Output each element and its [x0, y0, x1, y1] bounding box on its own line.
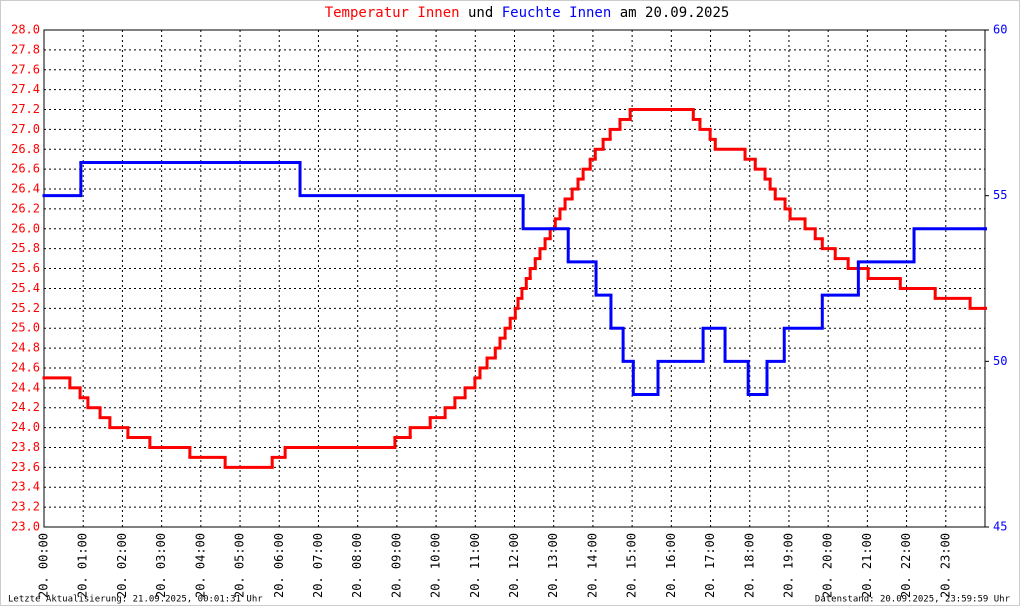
x-tick-label: 20. 22:00: [899, 533, 913, 598]
y-tick-label: 27.4: [11, 82, 40, 96]
y2-tick-label: 55: [993, 188, 1007, 202]
y2-tick-label: 60: [993, 23, 1007, 37]
chart-title: Temperatur Innen und Feuchte Innen am 20…: [325, 5, 730, 21]
y-tick-label: 27.0: [11, 122, 40, 136]
footer-right: Datenstand: 20.09.2025, 23:59:59 Uhr: [815, 595, 1011, 605]
x-tick-label: 20. 12:00: [507, 533, 521, 598]
x-tick-label: 20. 20:00: [821, 533, 835, 598]
x-tick-label: 20. 21:00: [860, 533, 874, 598]
y-tick-label: 25.8: [11, 241, 40, 255]
x-tick-label: 20. 23:00: [938, 533, 952, 598]
y-tick-label: 23.6: [11, 460, 40, 474]
y-tick-label: 24.6: [11, 360, 40, 374]
x-tick-label: 20. 16:00: [664, 533, 678, 598]
x-tick-label: 20. 02:00: [115, 533, 129, 598]
x-tick-label: 20. 18:00: [742, 533, 756, 598]
y-tick-label: 27.8: [11, 42, 40, 56]
y-tick-label: 26.8: [11, 142, 40, 156]
footer-left: Letzte Aktualisierung: 21.09.2025, 00:01…: [8, 595, 263, 605]
y-tick-label: 26.6: [11, 162, 40, 176]
y-tick-label: 25.0: [11, 321, 40, 335]
x-tick-label: 20. 10:00: [429, 533, 443, 598]
y-tick-label: 23.0: [11, 520, 40, 534]
x-tick-label: 20. 07:00: [311, 533, 325, 598]
y-tick-label: 27.6: [11, 62, 40, 76]
y2-tick-label: 45: [993, 520, 1007, 534]
y-tick-label: 27.2: [11, 102, 40, 116]
title-series-2: Feuchte Innen: [502, 5, 612, 21]
x-tick-label: 20. 09:00: [389, 533, 403, 598]
x-tick-label: 20. 01:00: [76, 533, 90, 598]
y-tick-label: 23.2: [11, 500, 40, 514]
x-tick-label: 20. 15:00: [625, 533, 639, 598]
x-tick-label: 20. 17:00: [703, 533, 717, 598]
title-series-1: Temperatur Innen: [325, 5, 460, 21]
y2-tick-label: 50: [993, 354, 1007, 368]
y-tick-label: 28.0: [11, 23, 40, 37]
y-tick-label: 24.0: [11, 420, 40, 434]
plot-border: [43, 29, 986, 528]
title-suffix: am 20.09.2025: [620, 5, 730, 21]
y-tick-label: 24.2: [11, 400, 40, 414]
x-tick-label: 20. 08:00: [350, 533, 364, 598]
y-tick-label: 23.4: [11, 480, 40, 494]
y-tick-label: 25.2: [11, 301, 40, 315]
y-tick-label: 25.6: [11, 261, 40, 275]
x-tick-label: 20. 19:00: [781, 533, 795, 598]
y-tick-label: 25.4: [11, 281, 40, 295]
title-connector: und: [468, 5, 493, 21]
x-tick-label: 20. 06:00: [272, 533, 286, 598]
y-tick-label: 26.2: [11, 201, 40, 215]
y-tick-label: 24.4: [11, 380, 40, 394]
y-tick-label: 26.0: [11, 221, 40, 235]
x-tick-label: 20. 04:00: [193, 533, 207, 598]
y-tick-label: 24.8: [11, 341, 40, 355]
x-tick-label: 20. 13:00: [546, 533, 560, 598]
x-tick-label: 20. 00:00: [37, 533, 51, 598]
x-tick-label: 20. 05:00: [233, 533, 247, 598]
y-tick-label: 26.4: [11, 182, 40, 196]
x-tick-label: 20. 11:00: [468, 533, 482, 598]
y-tick-label: 23.8: [11, 440, 40, 454]
x-tick-label: 20. 14:00: [585, 533, 599, 598]
x-tick-label: 20. 03:00: [154, 533, 168, 598]
